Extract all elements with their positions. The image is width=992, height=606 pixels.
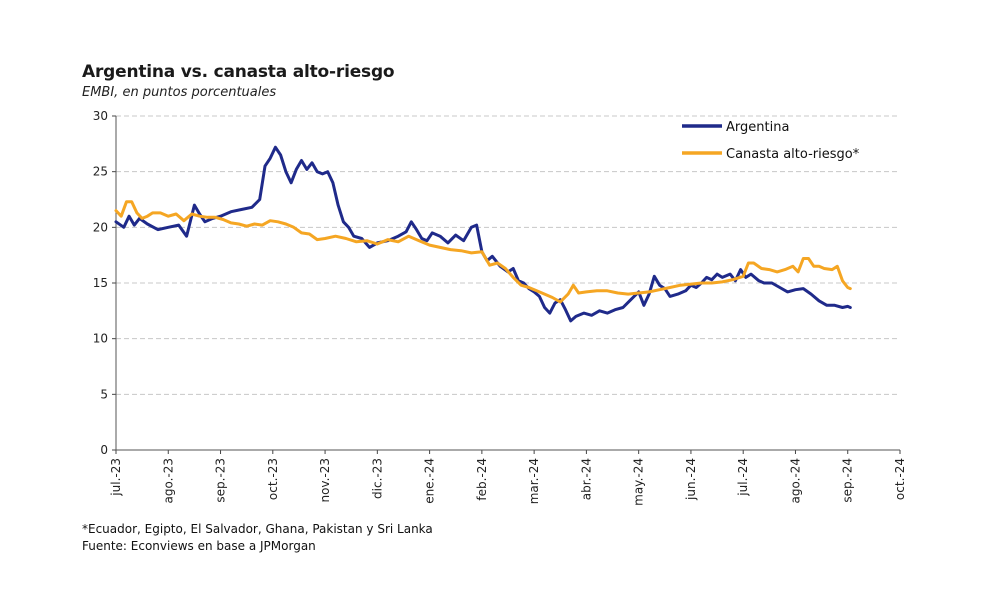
x-tick-label: ene.-24 (423, 458, 437, 504)
x-tick-label: sep.-24 (841, 458, 855, 503)
x-tick-label: abr.-24 (579, 458, 593, 500)
x-tick-label: oct.-23 (266, 458, 280, 500)
series-lines (114, 145, 852, 323)
y-tick-label: 25 (93, 165, 108, 179)
source-note: Fuente: Econviews en base a JPMorgan (82, 539, 316, 553)
x-tick-label: feb.-24 (475, 458, 489, 501)
legend-label: Argentina (726, 120, 789, 135)
x-tick-label: jul.-24 (736, 458, 750, 497)
y-axis-ticks: 0 5 10 15 20 25 30 (93, 109, 116, 457)
legend: Argentina Canasta alto-riesgo* (682, 120, 860, 162)
series-line-0 (114, 145, 852, 323)
x-tick-label: nov.-23 (318, 458, 332, 503)
x-tick-label: jun.-24 (684, 458, 698, 501)
x-tick-label: may.-24 (632, 458, 646, 506)
chart-card (74, 50, 920, 560)
y-tick-label: 0 (100, 443, 108, 457)
x-tick-label: oct.-24 (893, 458, 907, 500)
x-tick-label: ago.-24 (788, 458, 802, 504)
y-tick-label: 15 (93, 276, 108, 290)
y-tick-label: 5 (100, 387, 108, 401)
x-tick-label: sep.-23 (214, 458, 228, 503)
x-tick-label: jul.-23 (109, 458, 123, 497)
chart-title: Argentina vs. canasta alto-riesgo (82, 62, 395, 82)
x-tick-label: mar.-24 (527, 458, 541, 504)
y-tick-label: 10 (93, 332, 108, 346)
x-tick-label: ago.-23 (161, 458, 175, 504)
x-axis-ticks: jul.-23 ago.-23 sep.-23 oct.-23 nov.-23 dic.-… (109, 450, 907, 506)
legend-label: Canasta alto-riesgo* (726, 147, 860, 162)
chart-subtitle: EMBI, en puntos porcentuales (82, 85, 277, 100)
axes (115, 116, 900, 451)
y-tick-label: 20 (93, 220, 108, 234)
footnote: *Ecuador, Egipto, El Salvador, Ghana, Pa… (82, 522, 433, 536)
y-tick-label: 30 (93, 109, 108, 123)
x-tick-label: dic.-23 (370, 458, 384, 499)
series-line-1 (114, 200, 852, 304)
